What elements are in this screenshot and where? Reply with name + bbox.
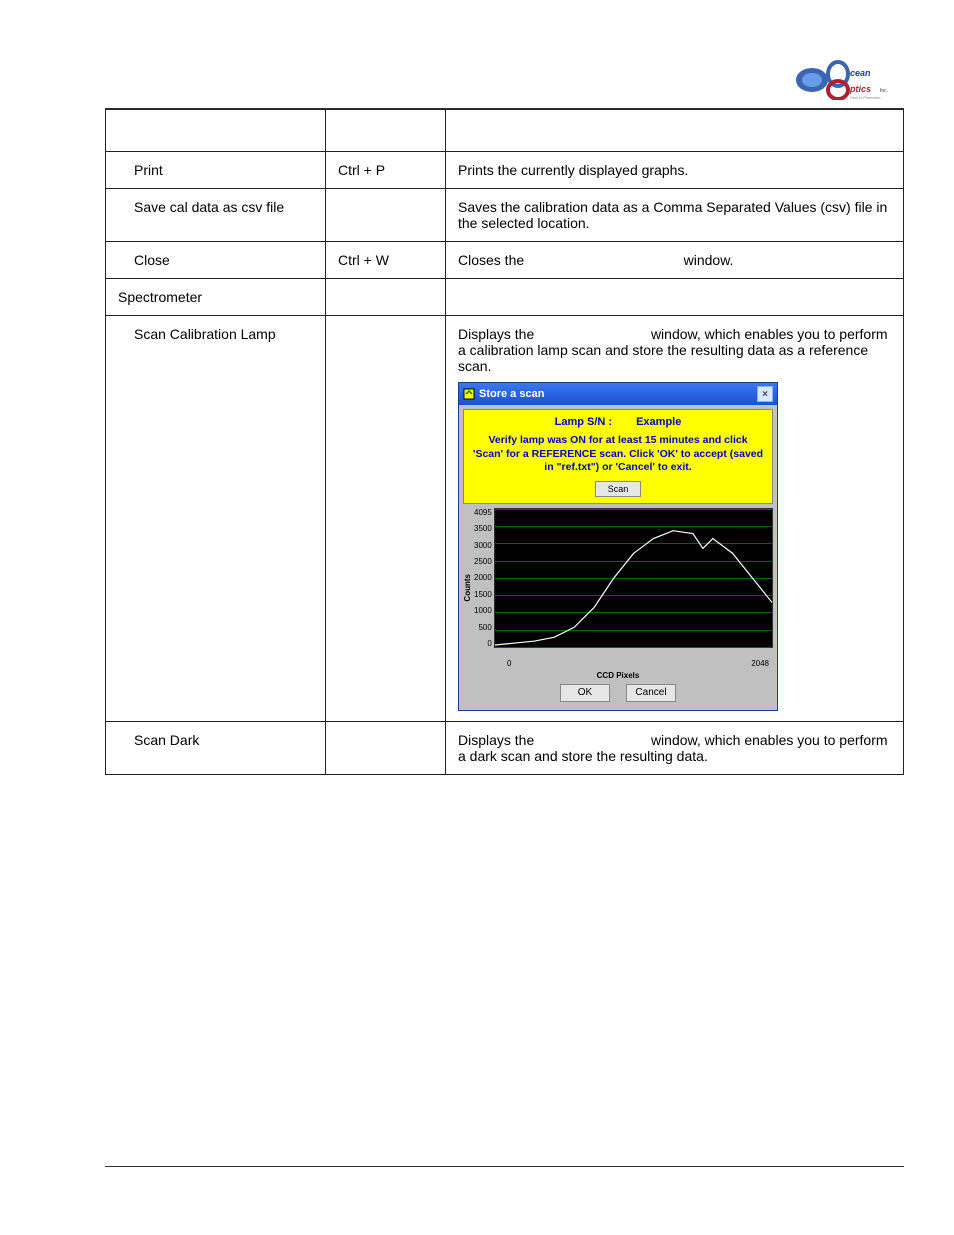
y-tick-label: 2000: [474, 573, 492, 582]
svg-text:cean: cean: [850, 68, 871, 78]
svg-text:ptics: ptics: [849, 84, 871, 94]
menu-cell: Scan Dark: [106, 721, 326, 774]
dialog-message: Verify lamp was ON for at least 15 minut…: [472, 434, 764, 475]
table-row: Save cal data as csv file Saves the calib…: [106, 189, 904, 242]
y-tick-label: 3000: [474, 541, 492, 550]
shortcut-cell: [326, 721, 446, 774]
shortcut-cell: [326, 110, 446, 152]
y-tick-label: 500: [478, 623, 491, 632]
table-row: [106, 110, 904, 152]
lamp-sn-label: Lamp S/N :: [555, 416, 612, 428]
description-cell: [446, 279, 904, 316]
table-row: PrintCtrl + PPrints the currently displa…: [106, 152, 904, 189]
svg-text:Inc.: Inc.: [880, 88, 888, 94]
table-row: CloseCtrl + WCloses the window.: [106, 242, 904, 279]
chart-x-label: CCD Pixels: [463, 671, 773, 680]
shortcut-cell: [326, 316, 446, 722]
dialog-icon: [463, 388, 475, 400]
dialog-close-button[interactable]: ×: [757, 386, 773, 402]
description-cell: [446, 110, 904, 152]
shortcut-cell: Ctrl + P: [326, 152, 446, 189]
store-scan-dialog: Store a scan × Lamp S/N : Example Verify…: [458, 382, 778, 711]
table-row: Scan Dark Displays the window, which enab…: [106, 721, 904, 774]
ok-button[interactable]: OK: [560, 684, 610, 702]
footer-rule: [105, 1166, 904, 1167]
menu-reference-table: PrintCtrl + PPrints the currently displa…: [105, 109, 904, 775]
dialog-instruction-panel: Lamp S/N : Example Verify lamp was ON fo…: [463, 409, 773, 504]
menu-cell: Scan Calibration Lamp: [106, 316, 326, 722]
ocean-optics-logo: cean ptics Inc. First in Photonics: [794, 60, 904, 100]
chart-x-max: 2048: [751, 659, 769, 668]
cancel-button[interactable]: Cancel: [626, 684, 676, 702]
description-cell: Prints the currently displayed graphs.: [446, 152, 904, 189]
chart-plot-area: [494, 508, 773, 648]
menu-cell: Spectrometer: [106, 279, 326, 316]
dialog-titlebar: Store a scan ×: [459, 383, 777, 405]
dialog-title: Store a scan: [479, 388, 544, 400]
menu-cell: Close: [106, 242, 326, 279]
scan-chart: Counts 40953500300025002000150010005000 …: [463, 508, 773, 668]
description-cell: Closes the window.: [446, 242, 904, 279]
shortcut-cell: Ctrl + W: [326, 242, 446, 279]
shortcut-cell: [326, 279, 446, 316]
lamp-sn-value: Example: [636, 416, 681, 428]
description-cell: Displays the window, which enables you t…: [446, 316, 904, 722]
table-row: Spectrometer: [106, 279, 904, 316]
menu-cell: [106, 110, 326, 152]
chart-x-min: 0: [507, 659, 511, 668]
menu-cell: Save cal data as csv file: [106, 189, 326, 242]
y-tick-label: 1000: [474, 606, 492, 615]
page-header: cean ptics Inc. First in Photonics: [50, 60, 904, 100]
scan-button[interactable]: Scan: [595, 481, 641, 497]
shortcut-cell: [326, 189, 446, 242]
chart-y-label: Counts: [463, 574, 472, 602]
description-cell: Displays the window, which enables you t…: [446, 721, 904, 774]
menu-cell: Print: [106, 152, 326, 189]
y-tick-label: 4095: [474, 508, 492, 517]
y-tick-label: 1500: [474, 590, 492, 599]
description-cell: Saves the calibration data as a Comma Se…: [446, 189, 904, 242]
chart-y-ticks: 4095 3500 3000 2500 2000 1500 1000 500 0: [474, 508, 494, 648]
y-tick-label: 0: [487, 639, 491, 648]
svg-text:First in Photonics: First in Photonics: [850, 95, 881, 100]
table-row: Scan Calibration Lamp Displays the window…: [106, 316, 904, 722]
y-tick-label: 3500: [474, 524, 492, 533]
y-tick-label: 2500: [474, 557, 492, 566]
